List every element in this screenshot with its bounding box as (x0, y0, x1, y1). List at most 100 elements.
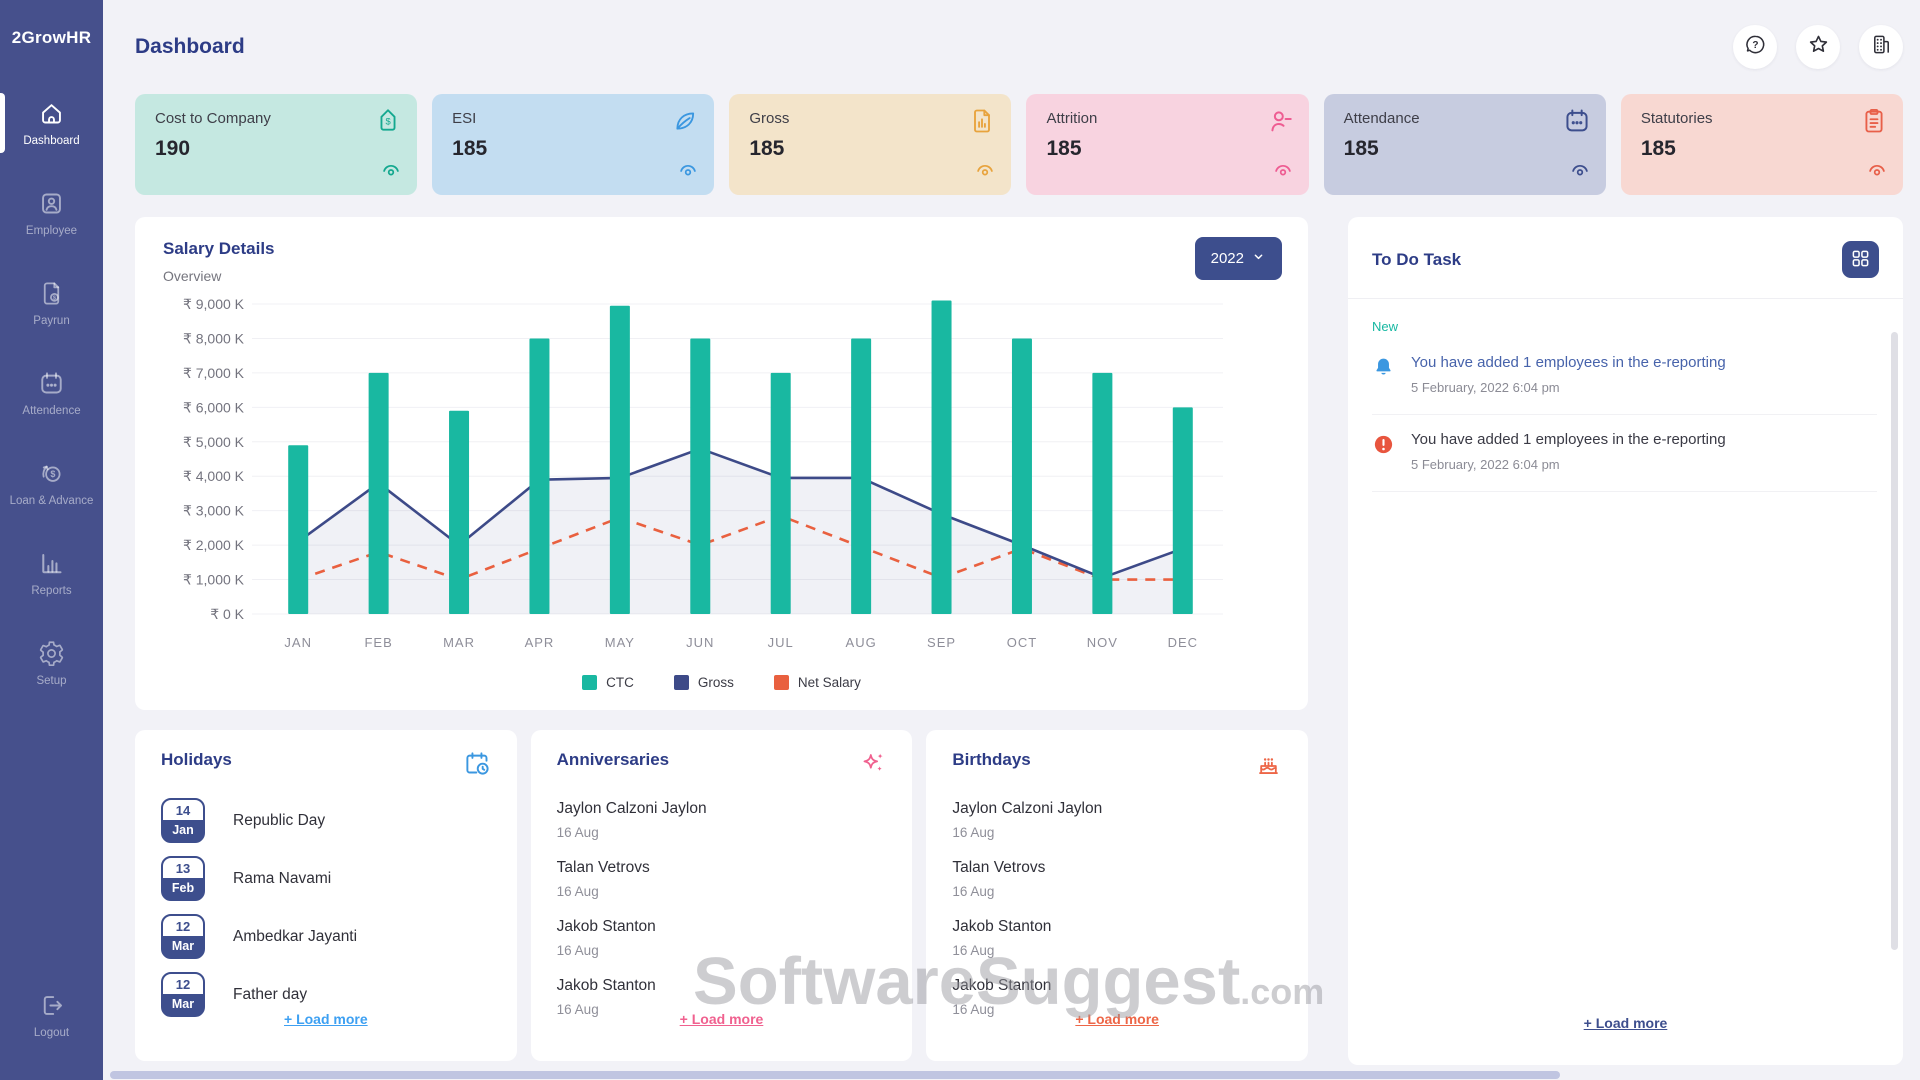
sidebar-item-payrun[interactable]: $ Payrun (0, 258, 103, 348)
svg-text:MAR: MAR (443, 635, 475, 650)
eye-icon[interactable] (1569, 160, 1591, 187)
bell-icon (1372, 354, 1395, 395)
holiday-name: Father day (233, 985, 308, 1003)
person-date: 16 Aug (556, 1002, 599, 1017)
stat-card-title: Gross (749, 110, 790, 127)
sparkles-icon (859, 750, 886, 782)
eye-icon[interactable] (974, 160, 996, 187)
todo-item-timestamp: 5 February, 2022 6:04 pm (1411, 380, 1560, 395)
person-date: 16 Aug (556, 884, 599, 899)
main-content: Dashboard ? Cost to Company 190 $ ESI 18… (103, 0, 1920, 1065)
topbar: Dashboard ? (135, 0, 1903, 94)
list-item: Jakob Stanton 16 Aug (952, 977, 1282, 1017)
holiday-name: Rama Navami (233, 869, 332, 887)
alert-icon (1372, 431, 1395, 472)
holiday-item: 14 Jan Republic Day (161, 798, 491, 843)
help-icon: ? (1744, 33, 1767, 61)
holidays-load-more[interactable]: + Load more (284, 1011, 368, 1027)
svg-text:₹ 6,000 K: ₹ 6,000 K (183, 399, 245, 415)
svg-text:JAN: JAN (284, 635, 312, 650)
eye-icon[interactable] (380, 160, 402, 187)
chart-legend: CTC Gross Net Salary (163, 675, 1280, 690)
topbar-actions: ? (1733, 25, 1903, 69)
sidebar-item-logout[interactable]: Logout (0, 970, 103, 1060)
star-icon (1807, 33, 1830, 61)
eye-icon[interactable] (677, 160, 699, 187)
person-minus-icon (1266, 107, 1294, 140)
legend-item-net-salary: Net Salary (773, 675, 861, 690)
list-item: Talan Vetrovs 16 Aug (557, 859, 887, 899)
eye-icon[interactable] (1866, 160, 1888, 187)
todo-grid-button[interactable] (1842, 241, 1879, 278)
building-icon (1870, 33, 1893, 61)
todo-item[interactable]: You have added 1 employees in the e-repo… (1372, 338, 1877, 415)
sidebar-nav: Dashboard Employee $ Payrun Attendence $… (0, 78, 103, 1080)
stat-card-cost-to-company: Cost to Company 190 $ (135, 94, 418, 195)
holiday-name: Republic Day (233, 811, 326, 829)
todo-scrollbar[interactable] (1891, 332, 1898, 950)
svg-text:MAY: MAY (605, 635, 635, 650)
stat-card-title: Attendance (1343, 110, 1420, 127)
sidebar-item-attendence[interactable]: Attendence (0, 348, 103, 438)
svg-text:$: $ (50, 469, 55, 479)
birthday-list: Jaylon Calzoni Jaylon 16 Aug Talan Vetro… (952, 800, 1282, 1017)
stat-card-title: Cost to Company (155, 110, 271, 127)
stat-card-esi: ESI 185 (432, 94, 715, 195)
todo-list: You have added 1 employees in the e-repo… (1372, 338, 1877, 492)
person-name: Jakob Stanton (952, 918, 1052, 935)
date-badge: 12 Mar (161, 914, 205, 959)
birthdays-title: Birthdays (952, 750, 1031, 769)
svg-text:₹ 3,000 K: ₹ 3,000 K (183, 503, 245, 519)
holiday-name: Ambedkar Jayanti (233, 927, 358, 945)
price-tag-icon: $ (374, 107, 402, 140)
sidebar-item-employee[interactable]: Employee (0, 168, 103, 258)
year-dropdown[interactable]: 2022 (1194, 237, 1282, 280)
holidays-title: Holidays (161, 750, 232, 769)
stat-card-value: 185 (749, 137, 785, 160)
stat-card-attendance: Attendance 185 (1323, 94, 1606, 195)
grid-icon (1851, 249, 1870, 271)
date-badge: 12 Mar (161, 972, 205, 1017)
gear-icon (38, 640, 65, 667)
person-name: Talan Vetrovs (556, 859, 650, 876)
person-date: 16 Aug (952, 884, 995, 899)
anniversaries-load-more[interactable]: + Load more (679, 1011, 764, 1027)
sidebar-item-reports[interactable]: Reports (0, 528, 103, 618)
building-button[interactable] (1859, 25, 1903, 69)
sidebar-item-dashboard[interactable]: Dashboard (0, 78, 103, 168)
sidebar-item-label: Logout (33, 1026, 70, 1039)
svg-text:?: ? (1752, 40, 1758, 51)
svg-text:AUG: AUG (846, 635, 877, 650)
todo-load-more[interactable]: + Load more (1583, 1015, 1668, 1031)
sidebar-item-setup[interactable]: Setup (0, 618, 103, 708)
stat-card-value: 190 (155, 137, 191, 160)
sidebar-item-label: Loan & Advance (9, 494, 94, 507)
todo-card: To Do Task New You have added 1 employee… (1348, 217, 1903, 1065)
list-item: Jakob Stanton 16 Aug (557, 977, 887, 1017)
calendar-icon (1563, 107, 1591, 140)
sidebar-item-label: Employee (25, 224, 78, 237)
date-badge: 13 Feb (161, 856, 205, 901)
horizontal-scrollbar[interactable] (110, 1071, 1560, 1079)
svg-text:NOV: NOV (1087, 635, 1118, 650)
person-name: Jaylon Calzoni Jaylon (556, 800, 707, 817)
person-date: 16 Aug (952, 825, 995, 840)
calendar-clock-icon (464, 750, 491, 782)
list-item: Talan Vetrovs 16 Aug (952, 859, 1282, 899)
help-button[interactable]: ? (1733, 25, 1777, 69)
sidebar-item-loan-advance[interactable]: $ Loan & Advance (0, 438, 103, 528)
anniversary-list: Jaylon Calzoni Jaylon 16 Aug Talan Vetro… (557, 800, 887, 1017)
eye-icon[interactable] (1272, 160, 1294, 187)
sidebar-item-label: Dashboard (23, 134, 80, 147)
birthdays-load-more[interactable]: + Load more (1075, 1011, 1159, 1027)
svg-text:₹ 8,000 K: ₹ 8,000 K (183, 330, 245, 346)
star-button[interactable] (1796, 25, 1840, 69)
todo-item[interactable]: You have added 1 employees in the e-repo… (1372, 415, 1877, 492)
leaf-icon (671, 107, 699, 140)
person-name: Jakob Stanton (952, 977, 1052, 994)
svg-text:JUN: JUN (686, 635, 714, 650)
person-name: Talan Vetrovs (952, 859, 1046, 876)
sidebar-item-label: Payrun (33, 314, 70, 327)
employee-icon (38, 190, 65, 217)
anniversaries-title: Anniversaries (556, 750, 670, 769)
